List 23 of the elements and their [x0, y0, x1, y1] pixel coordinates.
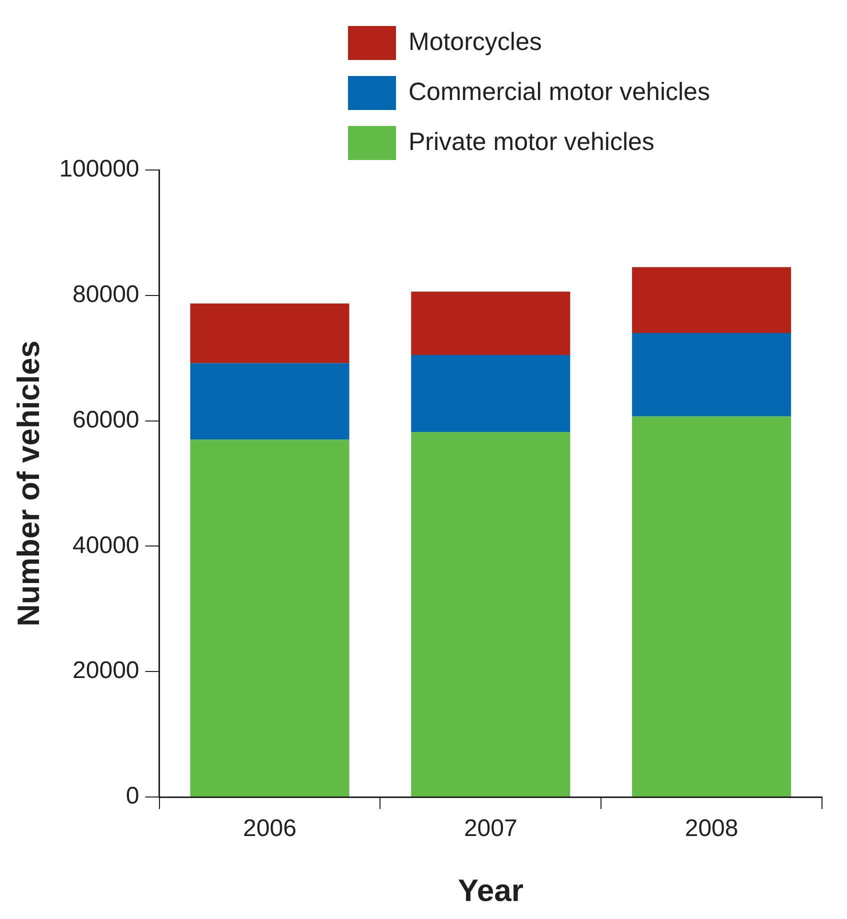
- y-tick-label: 80000: [72, 281, 140, 308]
- legend-label: Commercial motor vehicles: [408, 78, 710, 106]
- bar: [411, 292, 570, 355]
- bar: [411, 432, 570, 796]
- y-tick-label: 20000: [72, 657, 140, 684]
- x-tick-label: 2007: [464, 815, 518, 842]
- legend-label: Private motor vehicles: [408, 128, 654, 156]
- y-tick-label: 100000: [59, 156, 140, 183]
- x-axis-title: Year: [458, 872, 524, 908]
- legend-label: Motorcycles: [408, 28, 542, 56]
- bar: [632, 267, 792, 334]
- bar: [632, 333, 792, 416]
- bar: [632, 416, 792, 796]
- bar: [190, 440, 350, 796]
- bar: [411, 354, 570, 432]
- y-tick-label: 60000: [72, 406, 140, 434]
- y-tick-label: 0: [126, 782, 140, 810]
- y-axis-title: Number of vehicles: [11, 340, 46, 626]
- x-tick-label: 2006: [243, 815, 296, 842]
- x-tick-label: 2008: [684, 815, 738, 842]
- bar: [190, 363, 350, 440]
- y-tick-label: 40000: [72, 532, 140, 559]
- bar: [190, 304, 350, 364]
